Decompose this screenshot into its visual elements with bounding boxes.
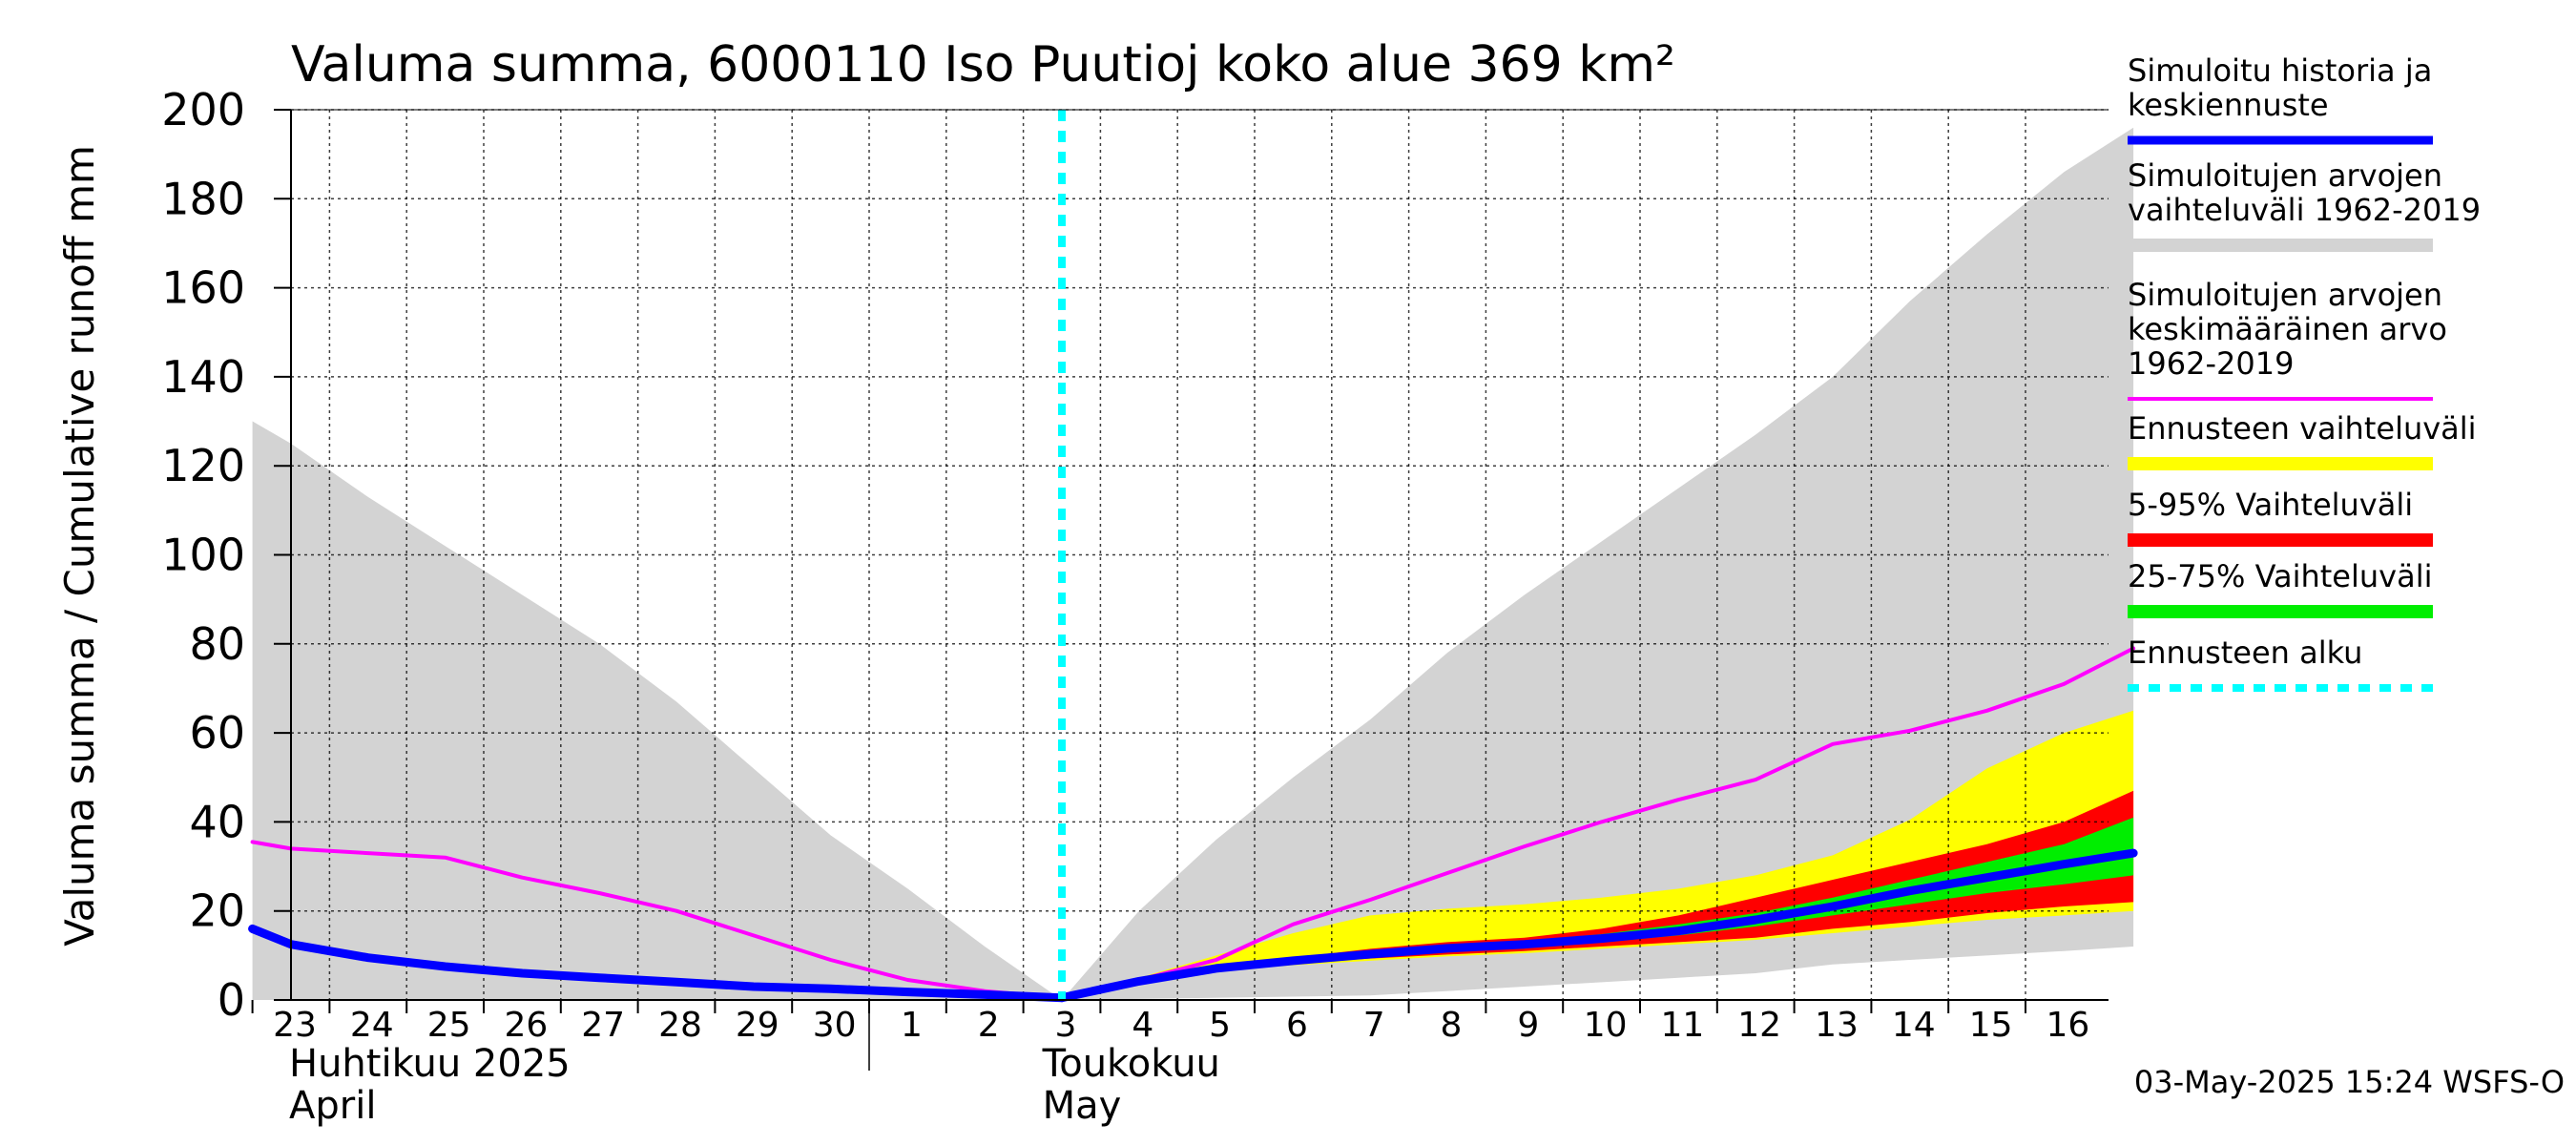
- y-tick-label: 40: [189, 796, 245, 847]
- x-tick-label: 23: [273, 1006, 317, 1045]
- y-tick-label: 0: [218, 974, 245, 1026]
- month-label-en: April: [289, 1084, 376, 1128]
- chart-title: Valuma summa, 6000110 Iso Puutioj koko a…: [291, 36, 1675, 94]
- month-label-en: May: [1043, 1084, 1122, 1128]
- month-label-fi: Huhtikuu 2025: [289, 1042, 571, 1086]
- x-tick-label: 3: [1055, 1006, 1077, 1045]
- x-tick-label: 30: [813, 1006, 857, 1045]
- y-tick-label: 80: [189, 618, 245, 670]
- band-forecast-range: [1062, 710, 2134, 998]
- legend-label: Ennusteen vaihteluväli: [2128, 410, 2477, 447]
- legend-label: keskiennuste: [2128, 87, 2329, 123]
- x-tick-label: 15: [1969, 1006, 2013, 1045]
- band-range-1962-2019: [252, 127, 2134, 1000]
- series-median-forecast: [1057, 848, 2138, 1003]
- y-tick-label: 60: [189, 707, 245, 759]
- x-tick-label: 16: [2046, 1006, 2089, 1045]
- x-tick-label: 13: [1815, 1006, 1859, 1045]
- y-axis-label: Valuma summa / Cumulative runoff mm: [56, 145, 103, 947]
- legend-label: Simuloitujen arvojen: [2128, 277, 2442, 313]
- legend-label: keskimääräinen arvo: [2128, 311, 2447, 347]
- x-tick-label: 29: [736, 1006, 779, 1045]
- x-tick-label: 24: [350, 1006, 394, 1045]
- x-tick-label: 8: [1441, 1006, 1463, 1045]
- legend-label: Simuloitu historia ja: [2128, 52, 2432, 89]
- x-tick-label: 26: [504, 1006, 548, 1045]
- legend-label: 25-75% Vaihteluväli: [2128, 558, 2432, 594]
- x-tick-label: 28: [658, 1006, 702, 1045]
- x-tick-label: 27: [581, 1006, 625, 1045]
- x-tick-label: 2: [978, 1006, 1000, 1045]
- x-tick-label: 12: [1737, 1006, 1781, 1045]
- y-tick-label: 140: [161, 351, 245, 403]
- timestamp: 03-May-2025 15:24 WSFS-O: [2134, 1064, 2565, 1100]
- x-tick-label: 7: [1363, 1006, 1385, 1045]
- x-tick-label: 5: [1209, 1006, 1231, 1045]
- y-tick-label: 120: [161, 440, 245, 491]
- x-tick-label: 1: [901, 1006, 923, 1045]
- legend-label: 5-95% Vaihteluväli: [2128, 487, 2413, 523]
- y-tick-label: 200: [161, 84, 245, 135]
- legend-label: vaihteluväli 1962-2019: [2128, 192, 2481, 228]
- y-tick-label: 20: [189, 885, 245, 937]
- x-tick-label: 10: [1584, 1006, 1628, 1045]
- x-tick-label: 14: [1892, 1006, 1936, 1045]
- y-tick-label: 160: [161, 262, 245, 314]
- x-tick-label: 11: [1660, 1006, 1704, 1045]
- legend-label: Ennusteen alku: [2128, 635, 2362, 671]
- legend-label: 1962-2019: [2128, 345, 2294, 382]
- legend-label: Simuloitujen arvojen: [2128, 157, 2442, 194]
- y-tick-label: 100: [161, 530, 245, 581]
- month-label-fi: Toukokuu: [1042, 1042, 1220, 1086]
- x-tick-label: 4: [1132, 1006, 1153, 1045]
- x-tick-label: 25: [427, 1006, 471, 1045]
- x-axis-ticks: 23 24 25 26 27 28 29 30 1 2 3 4 5 6 7 8 9 10 11 12 13 14 15 16: [251, 1000, 2089, 1071]
- chart-lines: [248, 110, 2138, 1003]
- y-tick-label: 180: [161, 173, 245, 224]
- y-axis-ticks: 0 20 40 60 80 100 120 140 160 180 200: [161, 84, 291, 1026]
- x-tick-label: 6: [1286, 1006, 1308, 1045]
- series-mean-1962-2019: [250, 646, 2136, 1000]
- chart-bands: [252, 127, 2134, 1000]
- chart-grid: [291, 109, 2109, 1001]
- series-simulated-history: [248, 924, 1067, 1003]
- x-tick-label: 9: [1517, 1006, 1539, 1045]
